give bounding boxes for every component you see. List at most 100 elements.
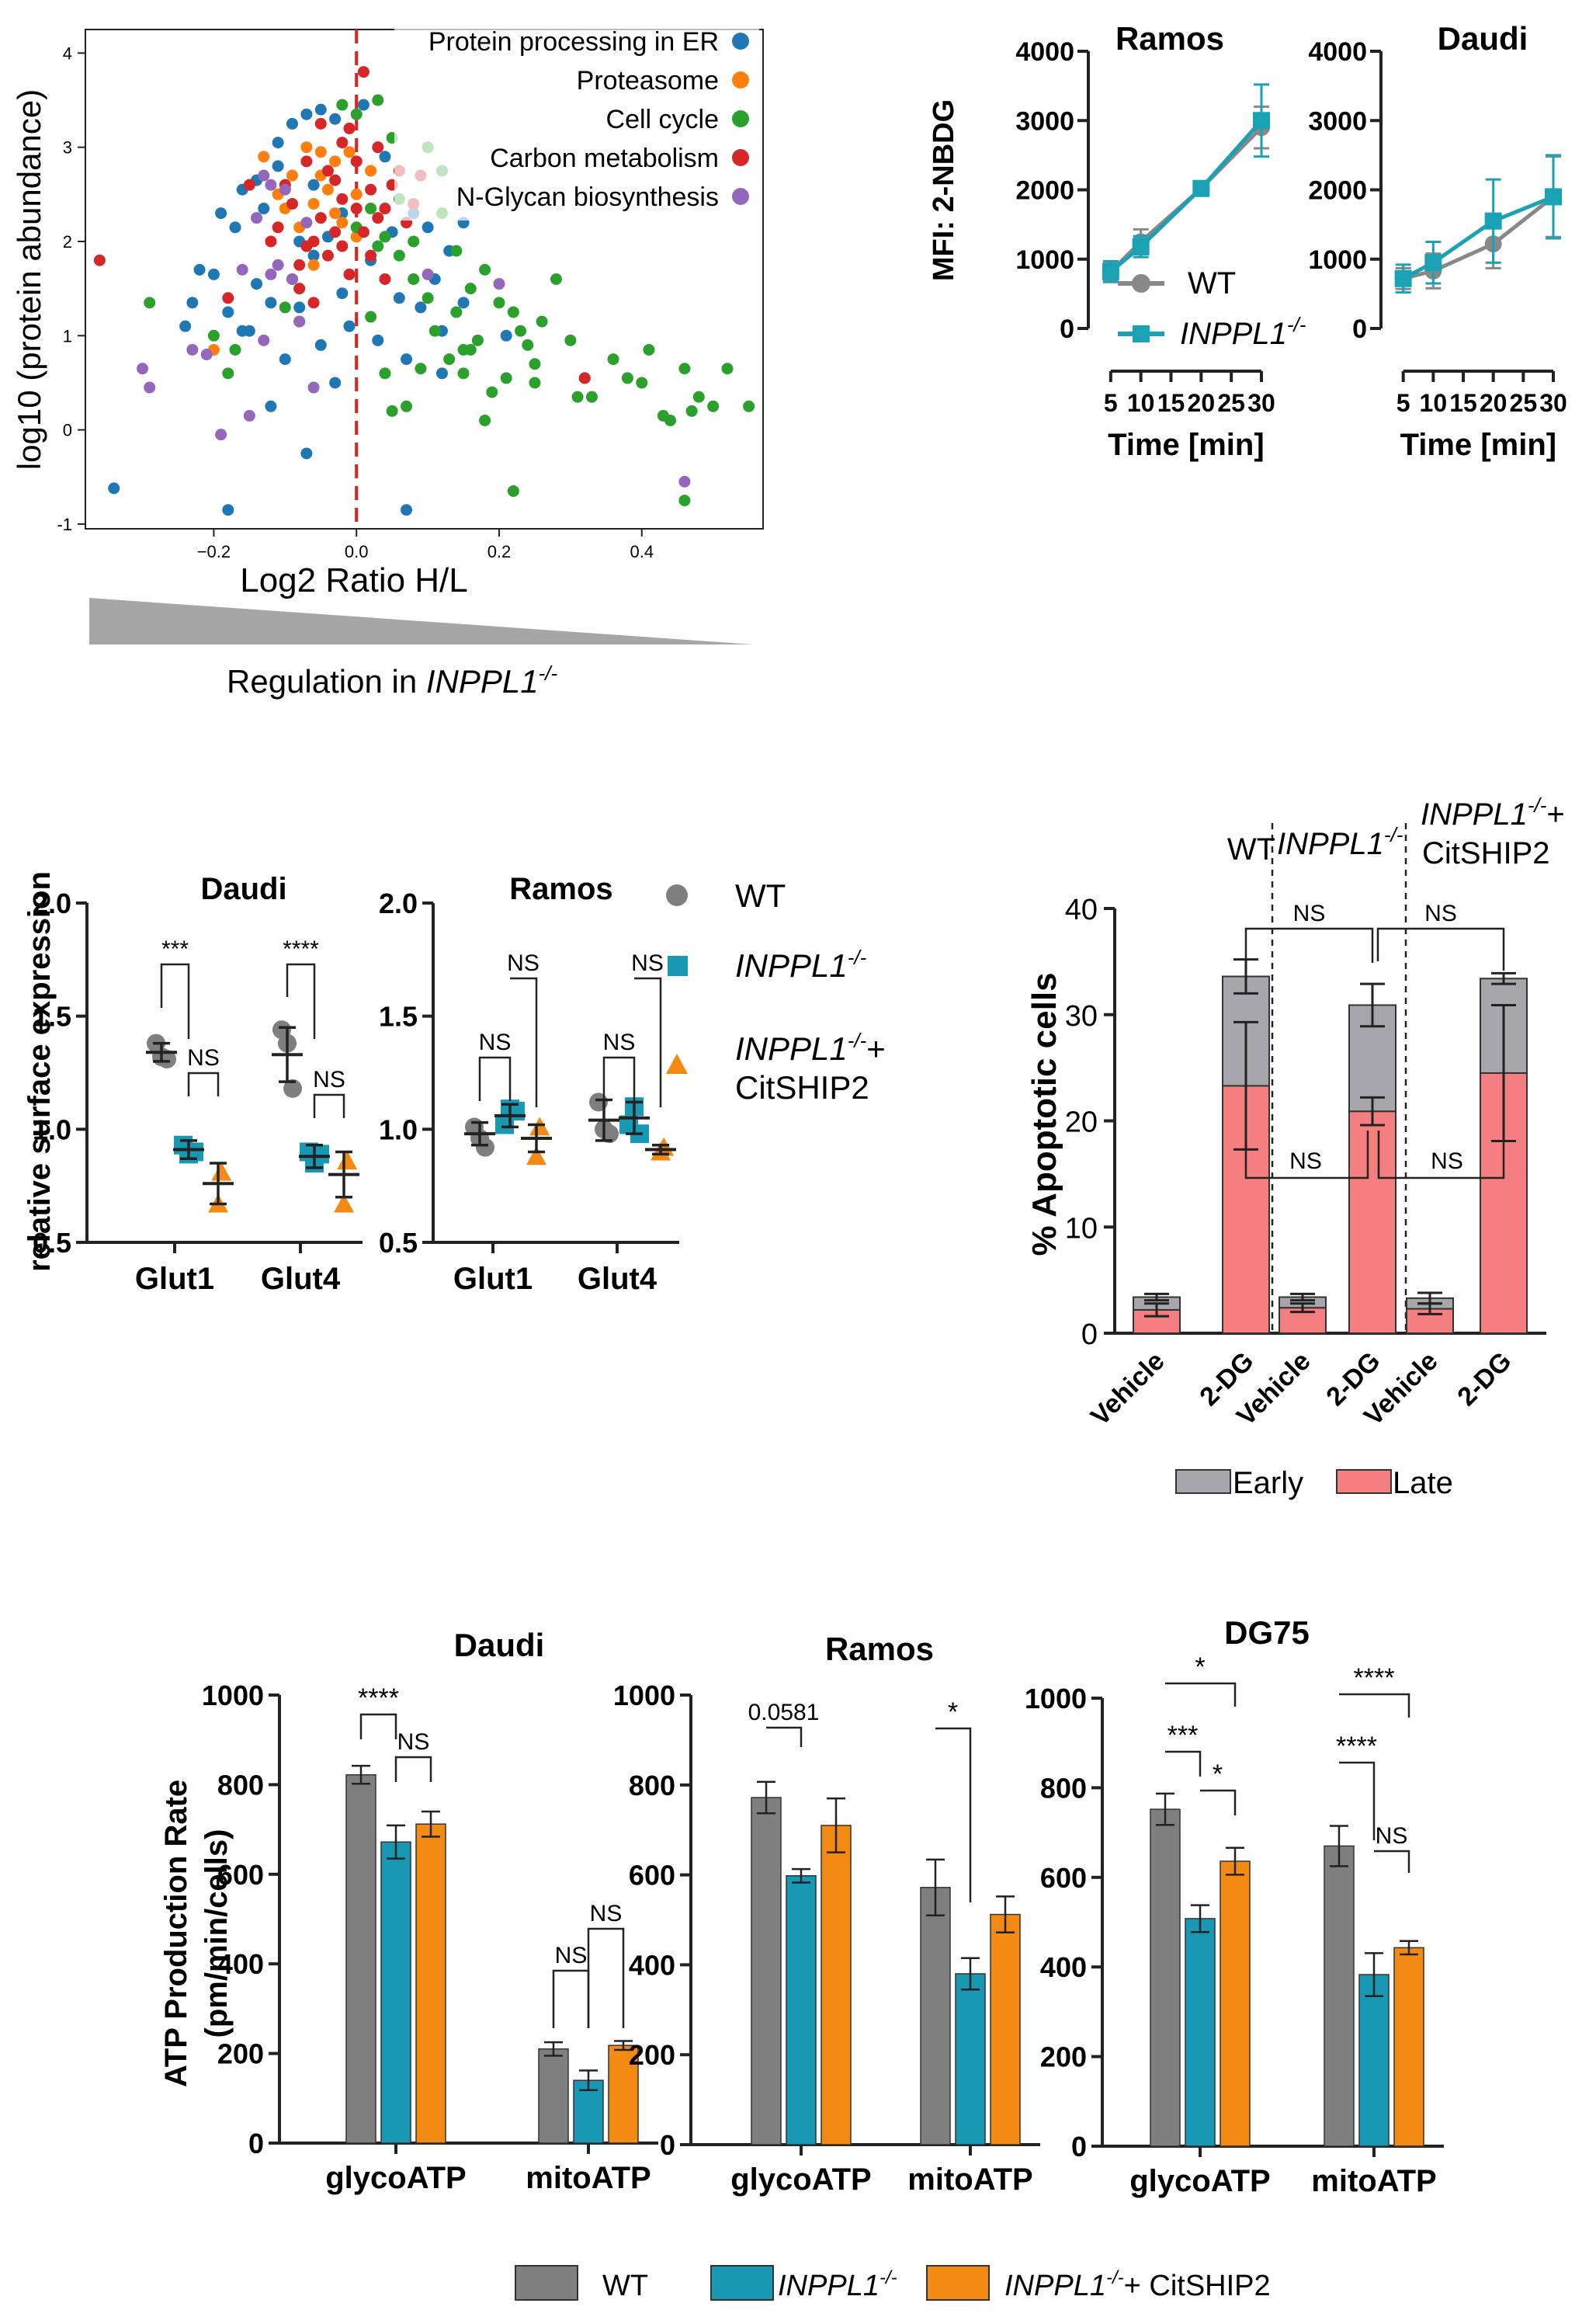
data-point xyxy=(372,141,384,154)
data-point xyxy=(222,504,234,516)
x-tick-label: 30 xyxy=(1539,389,1567,417)
significance-bracket-label: *** xyxy=(161,936,189,962)
chart-title: Daudi xyxy=(454,1627,545,1663)
data-point xyxy=(314,117,327,130)
data-point xyxy=(314,339,327,351)
data-point xyxy=(379,203,391,215)
data-point xyxy=(379,231,391,243)
bar-wt xyxy=(1324,1845,1355,2147)
data-point xyxy=(386,405,398,417)
data-point xyxy=(585,391,598,403)
data-point xyxy=(314,103,327,116)
data-point xyxy=(300,155,313,168)
data-point xyxy=(479,414,491,426)
y-tick-label: 0 xyxy=(1071,2131,1087,2162)
y-tick-label: 400 xyxy=(217,1948,264,1980)
regulation-caption: Regulation in INPPL1-/- xyxy=(227,662,557,700)
chart-title: Ramos xyxy=(509,872,612,906)
bar-cit xyxy=(415,1823,446,2144)
data-point xyxy=(222,306,234,318)
data-point xyxy=(401,353,413,366)
data-point xyxy=(372,94,384,106)
significance-bracket-label: 0.0581 xyxy=(748,1700,820,1725)
significance-bracket-label: * xyxy=(1195,1652,1205,1682)
legend-ko-marker xyxy=(1133,325,1150,342)
data-point xyxy=(258,169,270,182)
significance-bracket xyxy=(634,977,662,1107)
x-tick-label: 5 xyxy=(1104,389,1118,417)
legend-ko-swatch xyxy=(710,2265,774,2301)
data-point xyxy=(293,283,306,295)
data-point xyxy=(279,301,291,314)
significance-bracket-label: **** xyxy=(1354,1663,1395,1693)
data-point xyxy=(443,353,456,366)
data-point xyxy=(365,203,377,215)
data-point xyxy=(307,179,320,191)
data-point-ko xyxy=(1253,112,1270,130)
significance-bracket xyxy=(1339,1761,1376,1840)
data-point xyxy=(365,249,377,262)
data-point xyxy=(578,372,591,384)
significance-bracket-label: NS xyxy=(1376,1823,1408,1849)
data-point xyxy=(279,183,291,196)
x-tick-label: 2-DG xyxy=(1452,1346,1517,1412)
bar-cit xyxy=(1393,1947,1424,2147)
y-tick-label: 3000 xyxy=(1308,106,1367,136)
x-tick-label: glycoATP xyxy=(325,2161,467,2195)
data-point xyxy=(408,273,420,285)
ramos-uptake-chart: 0 1000 2000 3000 4000 5 10 15 20 25 30 Time [min] Ra… xyxy=(1015,20,1275,462)
data-point xyxy=(365,165,377,177)
x-tick-label: Glut4 xyxy=(578,1262,657,1296)
legend-label: Protein processing in ER xyxy=(428,27,719,57)
significance-bracket-label: NS xyxy=(313,1067,345,1093)
atp-legend: WT INPPL1-/- INPPL1-/-+ CitSHIP2 xyxy=(515,2265,1271,2302)
y-tick-label: 2.0 xyxy=(379,888,418,919)
y-tick-label: 400 xyxy=(1040,1951,1087,1983)
data-point xyxy=(300,447,313,460)
y-tick-label: -1 xyxy=(57,515,72,534)
data-point xyxy=(678,363,691,375)
data-point xyxy=(415,301,427,314)
data-point xyxy=(314,146,327,158)
legend-cit-label-line2: CitSHIP2 xyxy=(735,1069,869,1106)
y-tick-label: 400 xyxy=(629,1949,675,1981)
bar-late xyxy=(1348,1110,1396,1334)
legend-early-label: Early xyxy=(1233,1466,1303,1500)
x-tick-label: mitoATP xyxy=(526,2161,651,2195)
data-point xyxy=(372,212,384,224)
significance-bracket xyxy=(1200,1789,1237,1815)
data-point xyxy=(343,320,356,332)
bar-ko xyxy=(1358,1974,1390,2147)
group-label-cit-line2: CitSHIP2 xyxy=(1422,836,1550,870)
legend-marker xyxy=(732,33,749,50)
y-tick-label: 1000 xyxy=(1308,245,1367,275)
data-point xyxy=(321,165,334,177)
significance-bracket-top-label: NS xyxy=(1424,901,1457,926)
y-tick-label: 1.5 xyxy=(379,1001,418,1033)
data-point xyxy=(343,268,356,280)
data-point xyxy=(457,367,470,380)
atp-y-axis-label: ATP Production Rate xyxy=(159,1780,193,2087)
y-tick-label: 0 xyxy=(1060,314,1074,344)
data-point xyxy=(186,343,199,356)
legend-wt-marker xyxy=(666,884,688,906)
x-tick-label: Vehicle xyxy=(1085,1346,1171,1432)
significance-bracket-label: NS xyxy=(603,1030,636,1055)
bar-ko xyxy=(380,1841,411,2144)
data-point xyxy=(329,207,342,220)
data-point xyxy=(401,504,413,516)
data-point xyxy=(236,263,248,276)
y-tick-label: 20 xyxy=(1065,1106,1098,1139)
chart-title: Ramos xyxy=(1115,20,1224,57)
y-tick-label: 2000 xyxy=(1015,176,1074,206)
y-tick-label: 1.0 xyxy=(33,1113,71,1145)
data-point xyxy=(258,203,270,215)
data-point xyxy=(357,66,370,78)
x-tick-label: Glut1 xyxy=(135,1262,214,1296)
data-point xyxy=(193,263,206,276)
data-point xyxy=(357,226,370,238)
data-point xyxy=(200,349,213,361)
data-point xyxy=(393,292,405,304)
data-point xyxy=(286,117,298,130)
